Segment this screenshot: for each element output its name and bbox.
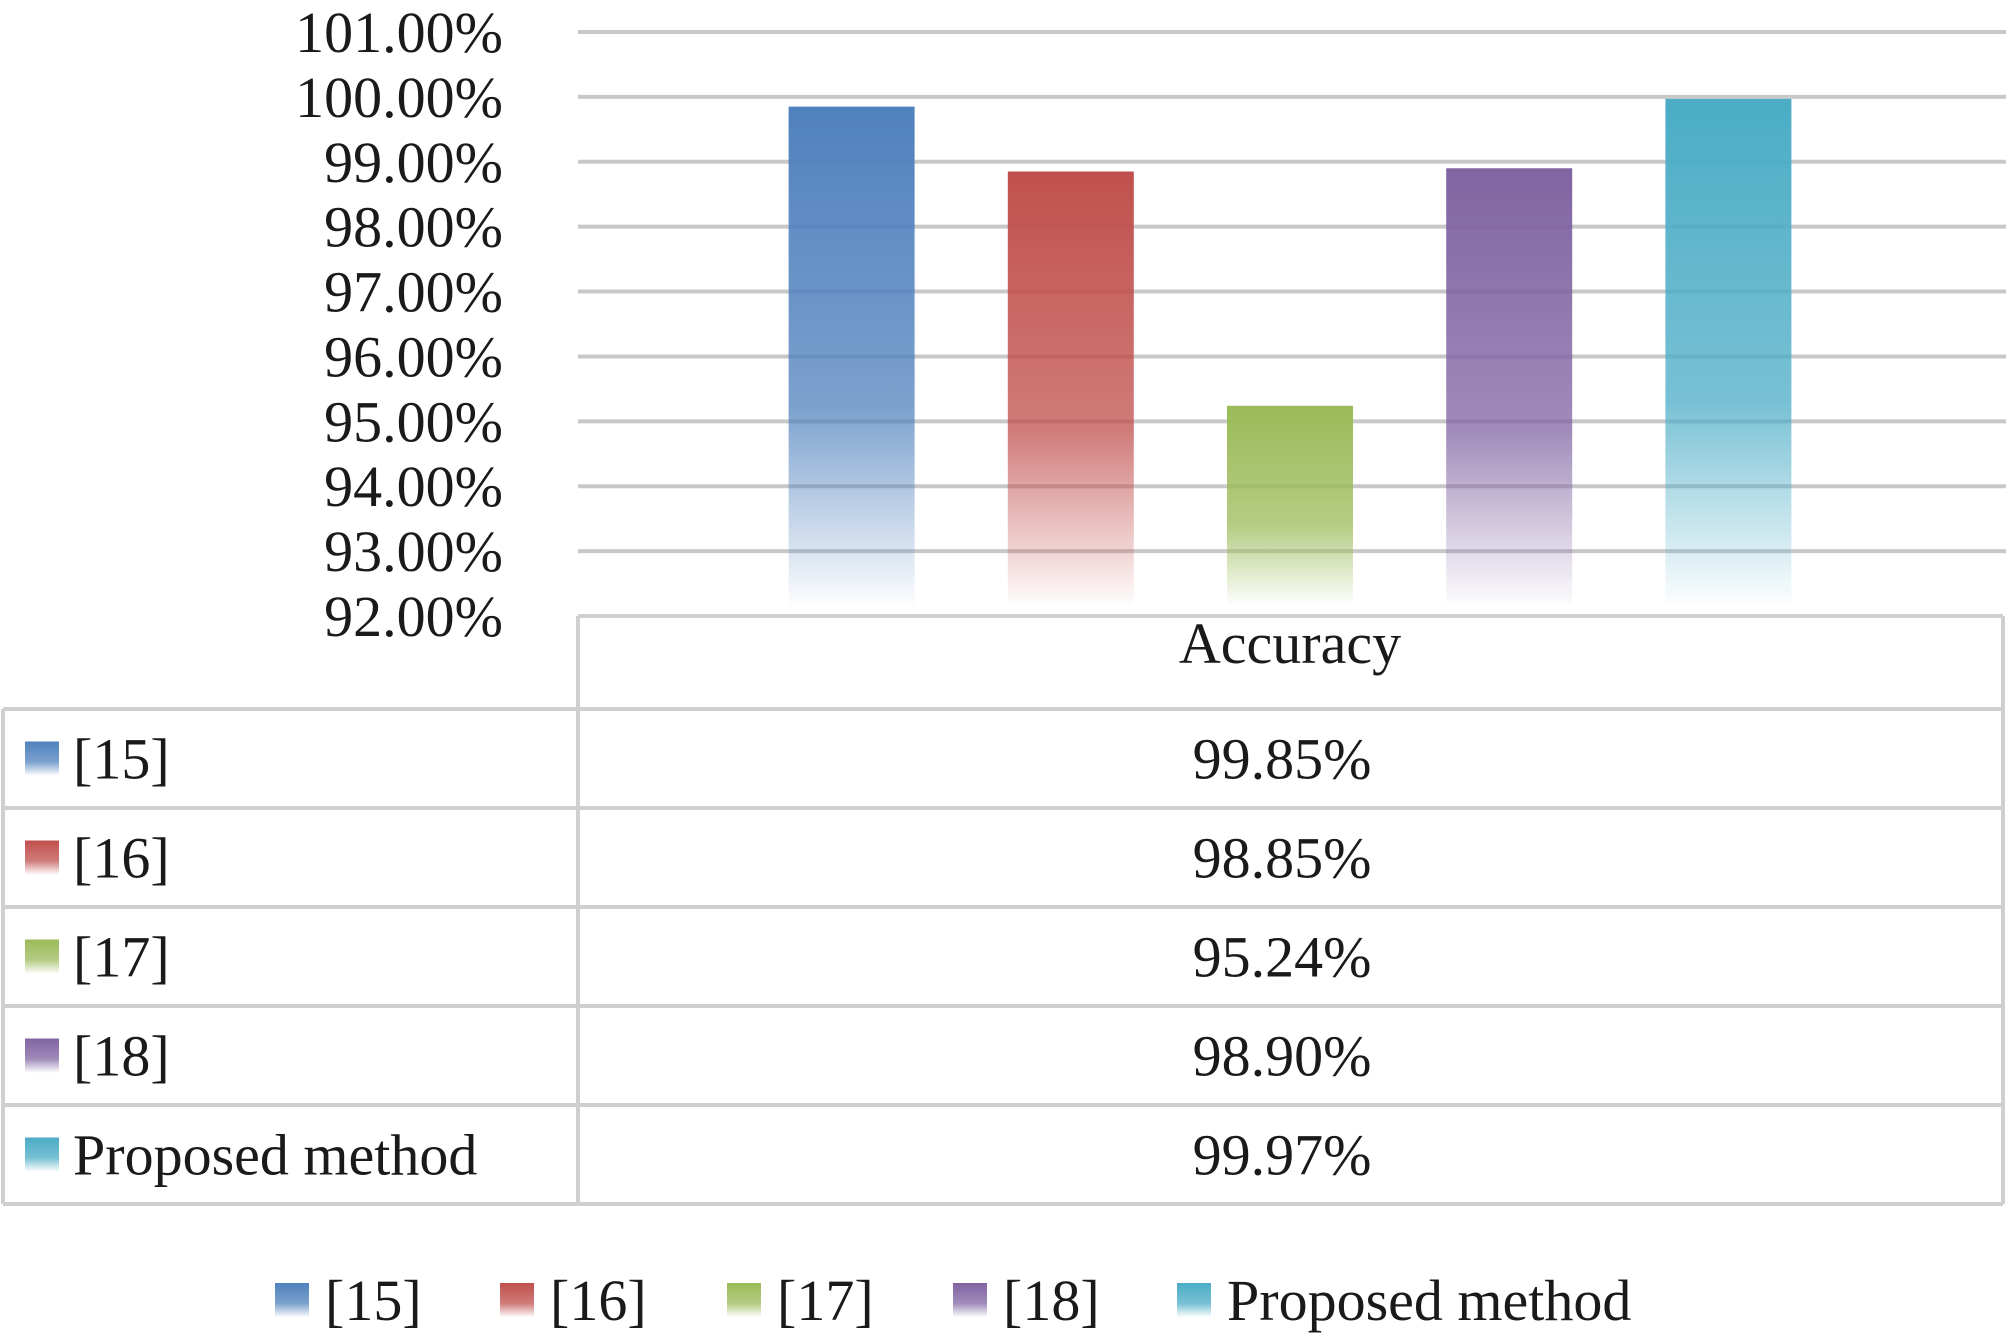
bar bbox=[1227, 405, 1353, 604]
y-tick-label: 98.00% bbox=[324, 195, 503, 260]
table-legend-key bbox=[25, 741, 59, 776]
y-tick-label: 95.00% bbox=[324, 389, 503, 454]
y-tick-label: 93.00% bbox=[324, 519, 503, 584]
table-value: 99.85% bbox=[1193, 727, 1372, 792]
bar bbox=[788, 106, 915, 604]
table-value: 95.24% bbox=[1193, 925, 1372, 990]
y-tick-label: 97.00% bbox=[324, 260, 503, 325]
y-axis-tick-labels: 92.00%93.00%94.00%95.00%96.00%97.00%98.0… bbox=[295, 0, 503, 649]
table-legend-key bbox=[25, 1137, 59, 1172]
table-legend-key bbox=[25, 939, 59, 974]
y-tick-label: 94.00% bbox=[324, 454, 503, 519]
table-value: 98.90% bbox=[1193, 1024, 1372, 1089]
table-legend-key bbox=[25, 840, 59, 875]
table-value: 99.97% bbox=[1193, 1123, 1372, 1188]
table-value: 98.85% bbox=[1193, 826, 1372, 891]
table-row-label: [15] bbox=[73, 727, 170, 792]
bar bbox=[1007, 171, 1134, 604]
legend-key bbox=[500, 1283, 534, 1317]
legend-label: [18] bbox=[1003, 1268, 1100, 1333]
legend: [15] [16] [17] [18] Proposed method bbox=[275, 1268, 1631, 1333]
legend-key bbox=[1177, 1283, 1211, 1317]
legend-label: [17] bbox=[777, 1268, 874, 1333]
bars bbox=[788, 98, 1792, 604]
legend-label: Proposed method bbox=[1227, 1268, 1631, 1333]
bar bbox=[1665, 98, 1792, 604]
legend-label: [15] bbox=[325, 1268, 422, 1333]
table-row-label: [16] bbox=[73, 826, 170, 891]
y-tick-label: 96.00% bbox=[324, 324, 503, 389]
table-legend-key bbox=[25, 1038, 59, 1073]
bar bbox=[1446, 168, 1573, 604]
y-tick-label: 101.00% bbox=[295, 0, 503, 65]
y-tick-label: 92.00% bbox=[324, 584, 503, 649]
legend-key bbox=[275, 1283, 309, 1317]
y-tick-label: 99.00% bbox=[324, 130, 503, 195]
table-category-header: Accuracy bbox=[1179, 611, 1401, 676]
data-table: Accuracy [15] 99.85% [16] 98.85% [17] 95.24% [… bbox=[1, 611, 2005, 1206]
legend-key bbox=[953, 1283, 987, 1317]
legend-label: [16] bbox=[550, 1268, 647, 1333]
table-row-label: Proposed method bbox=[73, 1123, 477, 1188]
legend-key bbox=[727, 1283, 761, 1317]
table-row-label: [18] bbox=[73, 1024, 170, 1089]
table-row-label: [17] bbox=[73, 925, 170, 990]
y-tick-label: 100.00% bbox=[295, 65, 503, 130]
